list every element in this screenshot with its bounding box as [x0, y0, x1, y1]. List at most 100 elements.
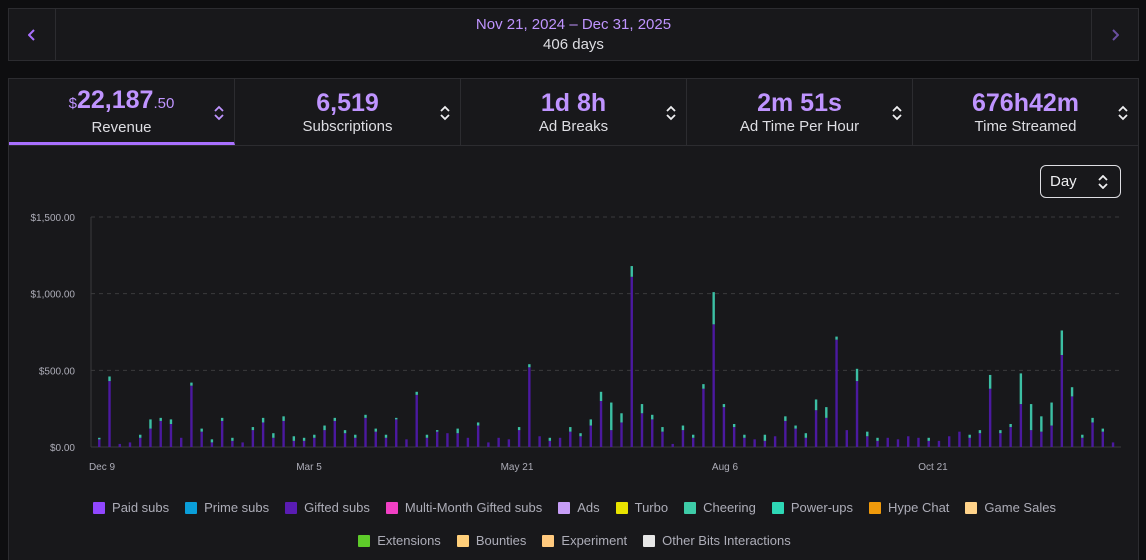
- bar-segment: [804, 437, 808, 447]
- stat-tab-subscriptions[interactable]: 6,519 Subscriptions: [235, 79, 461, 145]
- legend-item[interactable]: Prime subs: [185, 500, 269, 515]
- legend-item[interactable]: Bounties: [456, 533, 526, 548]
- legend-item[interactable]: Extensions: [358, 533, 441, 548]
- bar-segment: [374, 428, 377, 432]
- bar-segment: [538, 436, 541, 447]
- sort-icon: [1098, 175, 1108, 189]
- bar-segment: [937, 440, 941, 447]
- x-tick-label: Dec 9: [89, 462, 116, 473]
- bar-segment: [712, 292, 715, 325]
- legend-item[interactable]: Experiment: [542, 533, 627, 548]
- sort-icon: [892, 105, 902, 121]
- bar-segment: [425, 437, 429, 447]
- bar-segment: [517, 427, 521, 431]
- bar-segment: [589, 419, 592, 426]
- bar-segment: [640, 413, 644, 447]
- bar-segment: [251, 430, 255, 447]
- bar-segment: [753, 439, 756, 447]
- legend-swatch: [684, 501, 697, 514]
- granularity-select[interactable]: Day: [1040, 165, 1121, 198]
- previous-period-button[interactable]: [9, 9, 56, 60]
- legend-item[interactable]: Hype Chat: [869, 500, 949, 515]
- legend-label: Paid subs: [112, 500, 170, 515]
- bar-segment: [487, 442, 490, 447]
- analytics-panel: $22,187.50 Revenue 6,519 Subscriptions 1…: [8, 78, 1139, 560]
- legend-item[interactable]: Ads: [558, 500, 600, 515]
- bar-segment: [1009, 427, 1012, 447]
- bar-segment: [702, 388, 705, 447]
- bar-segment: [292, 436, 296, 441]
- bar-segment: [691, 434, 695, 438]
- bar-segment: [231, 440, 234, 447]
- legend-label: Gifted subs: [304, 500, 370, 515]
- bar-segment: [804, 433, 808, 438]
- bar-segment: [722, 407, 726, 447]
- legend-label: Other Bits Interactions: [662, 533, 791, 548]
- bar-segment: [743, 437, 746, 447]
- bar-segment: [763, 440, 767, 447]
- bar-segment: [200, 431, 203, 447]
- legend-item[interactable]: Other Bits Interactions: [643, 533, 791, 548]
- bar-segment: [630, 276, 633, 447]
- bar-segment: [917, 437, 920, 447]
- bar-segment: [405, 439, 408, 447]
- bar-segment: [98, 437, 101, 440]
- bar-segment: [1050, 402, 1053, 426]
- bar-segment: [1029, 430, 1033, 447]
- bar-segment: [272, 433, 275, 438]
- bar-segment: [139, 434, 142, 438]
- legend-label: Hype Chat: [888, 500, 950, 515]
- bar-segment: [323, 430, 326, 447]
- bar-segment: [200, 428, 203, 432]
- bar-segment: [149, 419, 152, 429]
- bar-segment: [343, 433, 347, 447]
- bar-segment: [261, 417, 265, 423]
- bar-segment: [712, 324, 715, 447]
- bar-segment: [640, 404, 644, 414]
- bar-segment: [313, 434, 316, 438]
- bar-segment: [999, 433, 1002, 447]
- bar-segment: [190, 382, 193, 386]
- stat-tab-ad-breaks[interactable]: 1d 8h Ad Breaks: [461, 79, 687, 145]
- bar-segment: [620, 422, 623, 447]
- bar-segment: [159, 417, 162, 421]
- legend-label: Prime subs: [204, 500, 270, 515]
- legend-item[interactable]: Paid subs: [93, 500, 169, 515]
- bar-segment: [876, 437, 879, 441]
- stat-tab-ad-time-per-hour[interactable]: 2m 51s Ad Time Per Hour: [687, 79, 913, 145]
- bar-segment: [354, 434, 357, 438]
- bar-segment: [866, 436, 869, 447]
- bar-segment: [108, 376, 111, 382]
- bar-segment: [415, 391, 418, 395]
- next-period-button[interactable]: [1091, 9, 1138, 60]
- date-range-days: 406 days: [543, 36, 604, 53]
- granularity-value: Day: [1050, 173, 1077, 190]
- stat-value: $22,187.50: [68, 85, 175, 114]
- bar-segment: [569, 431, 572, 447]
- bar-segment: [876, 440, 879, 447]
- bar-segment: [978, 433, 982, 447]
- y-tick-label: $0.00: [50, 443, 75, 454]
- bar-segment: [466, 437, 470, 447]
- stat-tab-time-streamed[interactable]: 676h42m Time Streamed: [913, 79, 1138, 145]
- legend-item[interactable]: Game Sales: [965, 500, 1056, 515]
- bar-segment: [1070, 387, 1074, 397]
- legend-item[interactable]: Multi-Month Gifted subs: [385, 500, 542, 515]
- bar-segment: [978, 430, 982, 434]
- legend-item[interactable]: Gifted subs: [285, 500, 370, 515]
- stat-tab-revenue[interactable]: $22,187.50 Revenue: [9, 79, 235, 145]
- bar-segment: [702, 384, 705, 389]
- date-range-bar: Nov 21, 2024 – Dec 31, 2025 406 days: [8, 8, 1139, 61]
- bar-segment: [374, 431, 377, 447]
- legend-item[interactable]: Turbo: [615, 500, 668, 515]
- legend-swatch: [385, 501, 398, 514]
- bar-segment: [507, 439, 511, 447]
- legend-item[interactable]: Cheering: [684, 500, 756, 515]
- bar-segment: [999, 430, 1002, 434]
- legend-swatch: [643, 534, 656, 547]
- bar-segment: [866, 431, 869, 437]
- legend-item[interactable]: Power-ups: [771, 500, 853, 515]
- x-tick-label: Mar 5: [296, 462, 322, 473]
- bar-segment: [220, 420, 224, 447]
- bar-segment: [988, 388, 992, 447]
